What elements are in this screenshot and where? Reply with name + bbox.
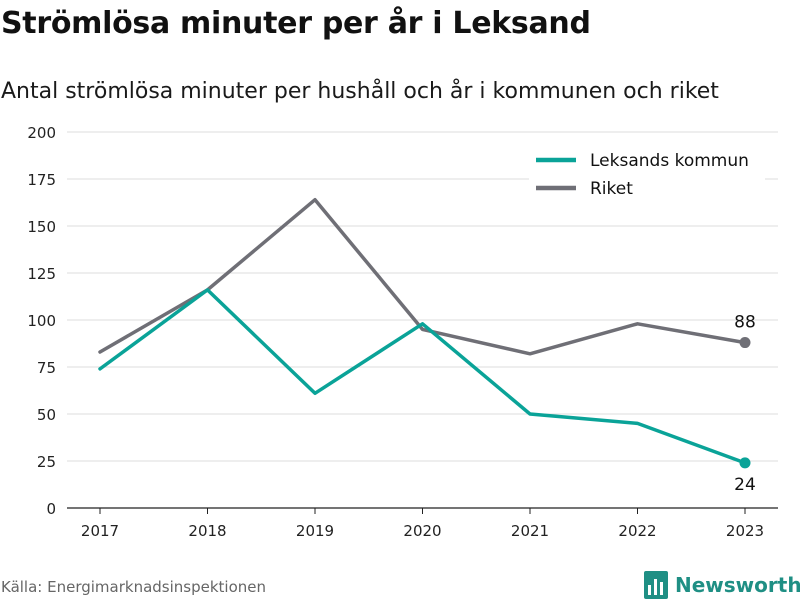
end-value-label: 88 bbox=[734, 313, 756, 333]
x-tick-label: 2017 bbox=[81, 522, 119, 540]
end-value-label: 24 bbox=[734, 475, 756, 495]
legend-label: Leksands kommun bbox=[590, 151, 749, 171]
brand-name: Newsworthy bbox=[675, 573, 800, 597]
y-tick-label: 0 bbox=[46, 500, 56, 518]
legend-label: Riket bbox=[590, 179, 633, 199]
x-tick-label: 2022 bbox=[618, 522, 656, 540]
end-point-marker bbox=[739, 337, 751, 349]
x-tick-label: 2018 bbox=[188, 522, 226, 540]
y-tick-label: 50 bbox=[37, 406, 56, 424]
end-point-marker bbox=[739, 457, 751, 469]
y-tick-label: 75 bbox=[37, 359, 56, 377]
y-tick-label: 150 bbox=[27, 218, 56, 236]
series-line bbox=[98, 288, 747, 465]
legend-background bbox=[529, 146, 765, 202]
x-tick-label: 2023 bbox=[726, 522, 764, 540]
y-tick-label: 100 bbox=[27, 312, 56, 330]
chart-title: Strömlösa minuter per år i Leksand bbox=[1, 6, 591, 41]
newsworthy-logo: Newsworthy bbox=[644, 570, 800, 600]
y-tick-label: 125 bbox=[27, 265, 56, 283]
chart-subtitle: Antal strömlösa minuter per hushåll och … bbox=[1, 79, 719, 104]
bar-chart-icon bbox=[644, 571, 668, 599]
x-tick-label: 2019 bbox=[296, 522, 334, 540]
y-tick-label: 175 bbox=[27, 171, 56, 189]
source-note: Källa: Energimarknadsinspektionen bbox=[1, 578, 267, 596]
y-tick-label: 25 bbox=[37, 453, 56, 471]
series-line bbox=[98, 197, 747, 356]
x-tick-label: 2020 bbox=[403, 522, 441, 540]
line-chart: 0 25 50 75 100 125 150 175 200 2017 2018 2019 2020 20… bbox=[27, 124, 778, 540]
y-tick-label: 200 bbox=[27, 124, 56, 142]
x-tick-label: 2021 bbox=[511, 522, 549, 540]
